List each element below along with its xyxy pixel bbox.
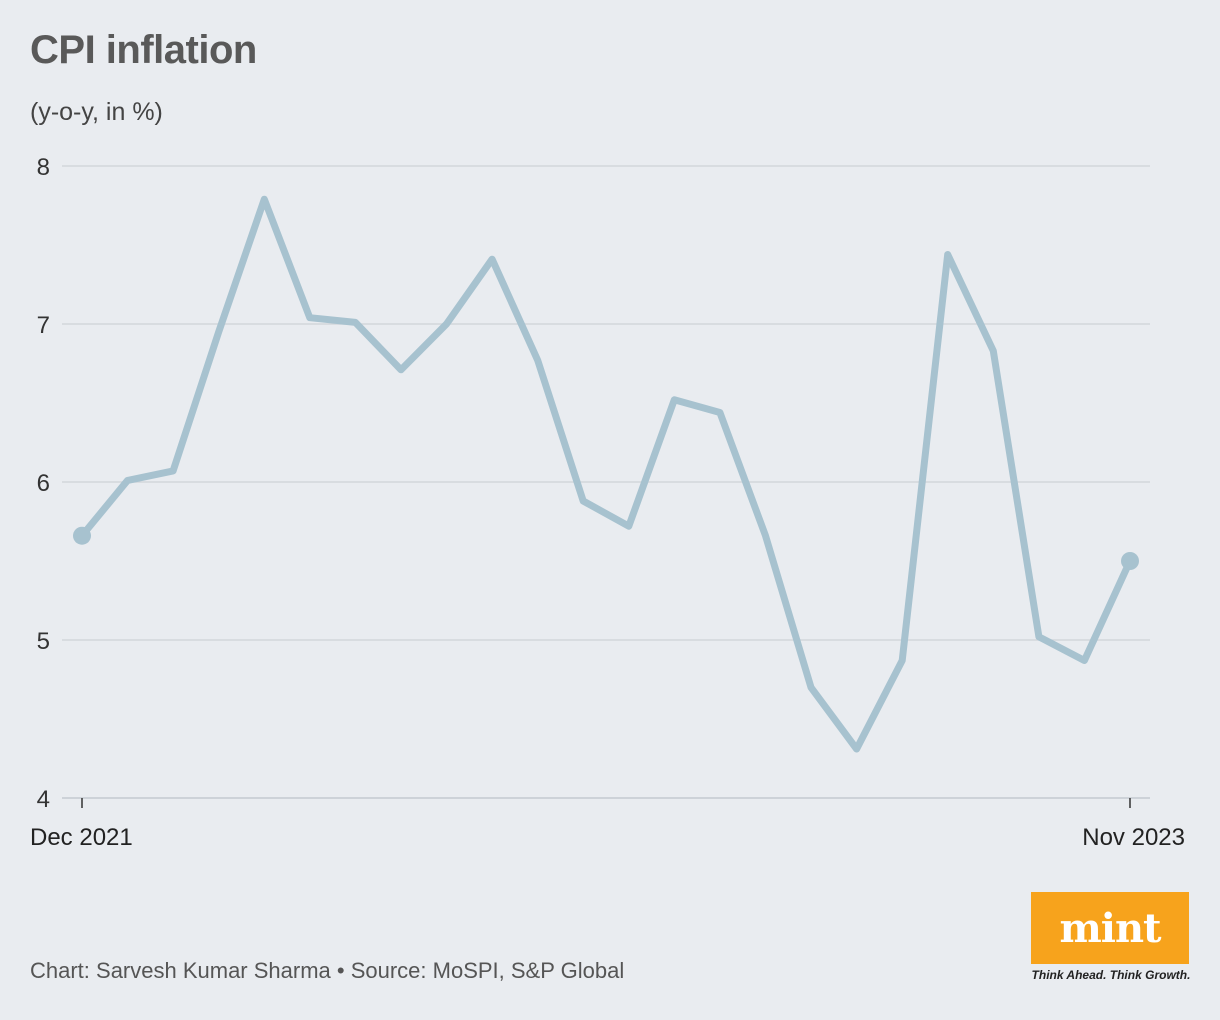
mint-logo-word: mint [1059, 904, 1161, 952]
chart-credit: Chart: Sarvesh Kumar Sharma • Source: Mo… [30, 958, 625, 983]
chart-subtitle: (y-o-y, in %) [30, 98, 163, 126]
y-tick-label: 4 [37, 786, 50, 813]
y-tick-label: 5 [37, 628, 50, 655]
y-tick-label: 7 [37, 312, 50, 339]
axis-ticks: 4 5 6 7 8 Dec 2021 Nov 2023 [30, 154, 1185, 851]
chart-title: CPI inflation [30, 28, 257, 72]
y-tick-label: 8 [37, 154, 50, 181]
cpi-series-line [78, 195, 1134, 753]
x-tick-label: Nov 2023 [1082, 824, 1185, 851]
mint-logo: mint [1031, 892, 1189, 964]
gridlines [62, 165, 1150, 799]
y-tick-label: 6 [37, 470, 50, 497]
x-tick-label: Dec 2021 [30, 824, 133, 851]
start-point-marker [73, 526, 91, 545]
series-line-group [73, 195, 1139, 753]
mint-logo-tagline: Think Ahead. Think Growth. [1031, 968, 1191, 982]
end-point-marker [1121, 552, 1139, 570]
